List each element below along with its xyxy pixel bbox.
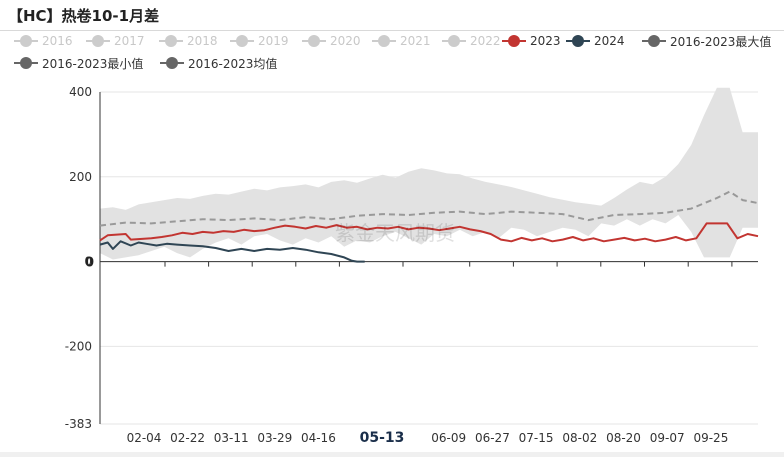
legend-label: 2016-2023均值	[188, 56, 278, 71]
legend-item-2016-2023均值[interactable]: 2016-2023均值	[160, 54, 277, 72]
x-tick-label: 07-15	[519, 431, 554, 445]
x-tick-label: 09-07	[650, 431, 685, 445]
legend-swatch-icon	[502, 35, 526, 47]
y-tick-label: 200	[69, 170, 92, 184]
legend-item-2019[interactable]: 2019	[230, 32, 289, 50]
legend-item-2016[interactable]: 2016	[14, 32, 73, 50]
legend-item-2021[interactable]: 2021	[372, 32, 431, 50]
legend-item-2020[interactable]: 2020	[302, 32, 361, 50]
legend-swatch-icon	[372, 35, 396, 47]
legend-label: 2016	[42, 34, 73, 48]
series-line-2016-2023均值	[99, 190, 759, 227]
legend-label: 2021	[400, 34, 431, 48]
legend-label: 2022	[470, 34, 501, 48]
x-tick-label: 05-13	[360, 430, 405, 446]
legend-swatch-icon	[86, 35, 110, 47]
max-min-band	[100, 87, 758, 260]
series-line-2024	[99, 240, 365, 263]
chart-title: 【HC】热卷10-1月差	[8, 7, 160, 25]
legend-label: 2017	[114, 34, 145, 48]
legend-label: 2023	[530, 34, 561, 48]
legend-item-2024[interactable]: 2024	[566, 32, 625, 50]
x-tick-label: 08-20	[606, 431, 641, 445]
legend-swatch-icon	[160, 57, 184, 69]
legend-swatch-icon	[230, 35, 254, 47]
x-tick-label: 02-22	[170, 431, 205, 445]
zero-label: 0	[85, 256, 94, 271]
legend-label: 2020	[330, 34, 361, 48]
legend-item-2022[interactable]: 2022	[442, 32, 501, 50]
legend-label: 2016-2023最大值	[670, 34, 772, 49]
y-tick-label: 0	[84, 255, 92, 269]
legend-swatch-icon	[566, 35, 590, 47]
y-tick-label: -200	[65, 339, 92, 353]
x-tick-label: 06-27	[475, 431, 510, 445]
watermark: 紫金天风期货	[335, 221, 455, 245]
x-tick-label: 03-11	[214, 431, 249, 445]
legend-swatch-icon	[642, 35, 666, 47]
legend-swatch-icon	[159, 35, 183, 47]
title-bar: 【HC】热卷10-1月差	[0, 0, 784, 31]
x-tick-label: 02-04	[127, 431, 162, 445]
bottom-scrollbar[interactable]	[0, 452, 784, 457]
y-tick-label: 400	[69, 85, 92, 99]
legend-item-2023[interactable]: 2023	[502, 32, 561, 50]
legend-label: 2018	[187, 34, 218, 48]
legend-swatch-icon	[442, 35, 466, 47]
x-tick-label: 04-16	[301, 431, 336, 445]
legend-item-2016-2023最小值[interactable]: 2016-2023最小值	[14, 54, 143, 72]
x-tick-label: 08-02	[562, 431, 597, 445]
y-tick-label: -383	[65, 417, 92, 431]
x-tick-label: 06-09	[431, 431, 466, 445]
series-line-2023	[99, 222, 759, 243]
legend-swatch-icon	[302, 35, 326, 47]
legend-swatch-icon	[14, 57, 38, 69]
legend-label: 2024	[594, 34, 625, 48]
legend-item-2018[interactable]: 2018	[159, 32, 218, 50]
x-tick-label: 09-25	[693, 431, 728, 445]
legend-label: 2016-2023最小值	[42, 56, 144, 71]
legend-item-2017[interactable]: 2017	[86, 32, 145, 50]
legend-swatch-icon	[14, 35, 38, 47]
x-tick-label: 03-29	[257, 431, 292, 445]
legend-label: 2019	[258, 34, 289, 48]
legend-item-2016-2023最大值[interactable]: 2016-2023最大值	[642, 32, 771, 50]
chart-area: 400 200 0 -200 -383 0 02-04 02-22 03-11 03-29 04-1…	[0, 80, 784, 452]
